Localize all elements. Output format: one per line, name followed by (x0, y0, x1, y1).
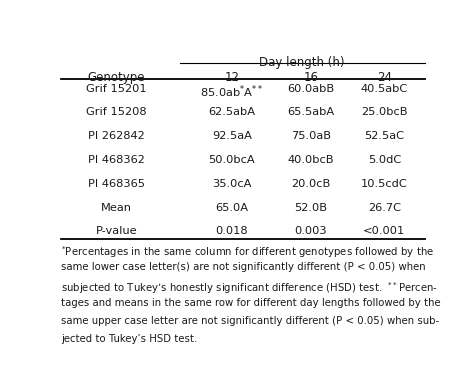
Text: 65.0A: 65.0A (215, 202, 248, 213)
Text: 40.0bcB: 40.0bcB (288, 155, 334, 165)
Text: tages and means in the same row for different day lengths followed by the: tages and means in the same row for diff… (61, 298, 441, 308)
Text: 50.0bcA: 50.0bcA (209, 155, 255, 165)
Text: 75.0aB: 75.0aB (291, 131, 331, 141)
Text: 62.5abA: 62.5abA (209, 107, 255, 117)
Text: 85.0ab$^{*}$A$^{**}$: 85.0ab$^{*}$A$^{**}$ (201, 84, 264, 100)
Text: jected to Tukey’s HSD test.: jected to Tukey’s HSD test. (61, 334, 197, 344)
Text: PI 468365: PI 468365 (88, 179, 145, 189)
Text: 60.0abB: 60.0abB (287, 84, 335, 93)
Text: same lower case letter(s) are not significantly different (P < 0.05) when: same lower case letter(s) are not signif… (61, 262, 426, 272)
Text: PI 262842: PI 262842 (88, 131, 145, 141)
Text: 0.018: 0.018 (216, 226, 248, 236)
Text: subjected to Tukey’s honestly significant difference (HSD) test.  $^{**}$Percen-: subjected to Tukey’s honestly significan… (61, 280, 438, 296)
Text: PI 468362: PI 468362 (88, 155, 145, 165)
Text: Grif 15201: Grif 15201 (86, 84, 146, 93)
Text: Day length (h): Day length (h) (259, 56, 345, 69)
Text: 0.003: 0.003 (294, 226, 327, 236)
Text: 26.7C: 26.7C (368, 202, 401, 213)
Text: Mean: Mean (100, 202, 132, 213)
Text: P-value: P-value (95, 226, 137, 236)
Text: 5.0dC: 5.0dC (368, 155, 401, 165)
Text: 92.5aA: 92.5aA (212, 131, 252, 141)
Text: 16: 16 (303, 71, 319, 84)
Text: 40.5abC: 40.5abC (361, 84, 408, 93)
Text: 10.5cdC: 10.5cdC (361, 179, 408, 189)
Text: <0.001: <0.001 (363, 226, 405, 236)
Text: $^{*}$Percentages in the same column for different genotypes followed by the: $^{*}$Percentages in the same column for… (61, 244, 434, 260)
Text: 35.0cA: 35.0cA (212, 179, 252, 189)
Text: 65.5abA: 65.5abA (287, 107, 335, 117)
Text: 25.0bcB: 25.0bcB (361, 107, 408, 117)
Text: same upper case letter are not significantly different (P < 0.05) when sub-: same upper case letter are not significa… (61, 316, 439, 326)
Text: 12: 12 (224, 71, 239, 84)
Text: 52.5aC: 52.5aC (365, 131, 404, 141)
Text: 52.0B: 52.0B (294, 202, 328, 213)
Text: 20.0cB: 20.0cB (291, 179, 330, 189)
Text: Genotype: Genotype (87, 71, 145, 84)
Text: Grif 15208: Grif 15208 (86, 107, 146, 117)
Text: 24: 24 (377, 71, 392, 84)
